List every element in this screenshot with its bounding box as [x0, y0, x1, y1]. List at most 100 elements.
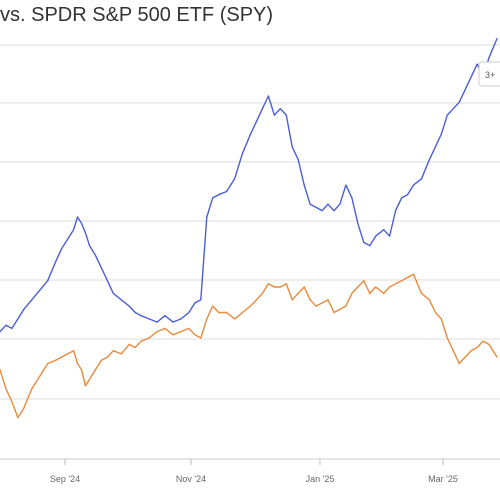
- series-2-point: [279, 286, 281, 288]
- series-1-point: [279, 108, 281, 110]
- range-selector-button[interactable]: 3+: [478, 61, 500, 87]
- series-2-point: [440, 318, 442, 320]
- series-1-point: [156, 321, 158, 323]
- series-1-point: [94, 254, 96, 256]
- series-1-point: [401, 197, 403, 199]
- series-1-point: [88, 245, 91, 247]
- series-2-point: [0, 369, 1, 371]
- series-1-point: [395, 210, 397, 212]
- series-1-point: [357, 222, 359, 224]
- series-1-point: [412, 184, 415, 186]
- series-2-point: [303, 286, 305, 288]
- series-2-point: [73, 350, 75, 352]
- series-1-point: [76, 216, 79, 218]
- series-2-point: [5, 388, 7, 390]
- series-2-point: [80, 369, 83, 371]
- series-1-point: [434, 146, 436, 148]
- series-1-point: [67, 238, 69, 240]
- series-2-point: [106, 356, 108, 358]
- series-1-point: [440, 133, 442, 135]
- series-1-point: [476, 63, 478, 65]
- series-1-point: [194, 302, 196, 304]
- series-1-point: [120, 299, 122, 301]
- series-1-point: [241, 152, 244, 154]
- series-2-point: [180, 331, 182, 333]
- series-1-point: [333, 210, 335, 212]
- series-1-point: [47, 280, 49, 282]
- series-1-point: [303, 184, 305, 186]
- series-2-point: [156, 331, 158, 333]
- series-2-point: [369, 292, 371, 294]
- series-2: [0, 273, 498, 419]
- series-1-point: [73, 229, 75, 231]
- series-1-point: [339, 203, 341, 205]
- series-2-point: [255, 299, 258, 301]
- range-selector-button-box[interactable]: [478, 61, 500, 87]
- series-2-point: [148, 337, 150, 339]
- series-1-point: [80, 222, 83, 224]
- series-2-point: [297, 292, 299, 294]
- series-2-point: [31, 388, 33, 390]
- series-2-point: [363, 280, 365, 282]
- series-2-point: [39, 375, 41, 377]
- chart-title: vs. SPDR S&P 500 ETF (SPY): [0, 4, 274, 26]
- series-2-point: [134, 346, 136, 349]
- series-2-point: [261, 292, 263, 294]
- series-1-point: [327, 203, 329, 205]
- series-1-point: [84, 232, 87, 234]
- series-2-point: [61, 356, 63, 358]
- series-2-point: [226, 311, 228, 314]
- series-1-point: [234, 178, 236, 180]
- series-2-point: [327, 299, 329, 301]
- series-2-point: [212, 305, 214, 307]
- series-2-point: [291, 299, 293, 301]
- series-2-point: [128, 343, 130, 345]
- series-2-point: [406, 276, 409, 279]
- series-1-point: [351, 197, 353, 199]
- series-1-point: [148, 318, 150, 320]
- series-1-point: [39, 289, 41, 291]
- series-1-point: [369, 245, 371, 247]
- series-1-point: [11, 327, 13, 329]
- series-1-point: [446, 114, 448, 116]
- series-1-point: [23, 308, 25, 310]
- series-2-point: [100, 359, 102, 361]
- series-1-point: [488, 57, 490, 59]
- series-2-point: [67, 353, 69, 355]
- series-2-point: [285, 283, 287, 285]
- series-2-point: [389, 286, 391, 288]
- series-1-point: [267, 95, 269, 97]
- series-1-point: [206, 216, 208, 218]
- series-1-point: [218, 194, 220, 196]
- series-2-point: [55, 359, 57, 361]
- series-1-point: [496, 38, 498, 40]
- series-1-line: [0, 38, 498, 333]
- series-2-point: [395, 283, 397, 285]
- x-axis: Sep '24 Nov '24 Jan '25 Mar '25: [0, 458, 500, 484]
- series-2-point: [446, 337, 448, 339]
- series-2-point: [76, 362, 79, 365]
- series-2-point: [496, 356, 498, 358]
- series-1-point: [297, 159, 299, 161]
- series-2-point: [17, 417, 19, 419]
- series-2-point: [88, 378, 91, 380]
- series-1-point: [255, 120, 258, 122]
- series-2-point: [434, 311, 436, 314]
- series-2-point: [383, 292, 385, 294]
- series-2-point: [452, 350, 454, 352]
- series-1-point: [128, 305, 130, 307]
- series-1-point: [180, 318, 182, 320]
- series-1-point: [321, 210, 323, 212]
- series-1-point: [363, 241, 365, 243]
- series-1-point: [428, 159, 430, 161]
- series-2-point: [200, 337, 202, 339]
- series-1-point: [61, 248, 63, 250]
- series-1-point: [309, 203, 311, 205]
- series-2-point: [194, 334, 196, 336]
- series-1-point: [200, 299, 202, 301]
- range-selector-button-label[interactable]: 3+: [485, 70, 495, 80]
- series-2-point: [234, 318, 236, 320]
- series-2-point: [351, 292, 353, 294]
- series-2-point: [321, 302, 323, 304]
